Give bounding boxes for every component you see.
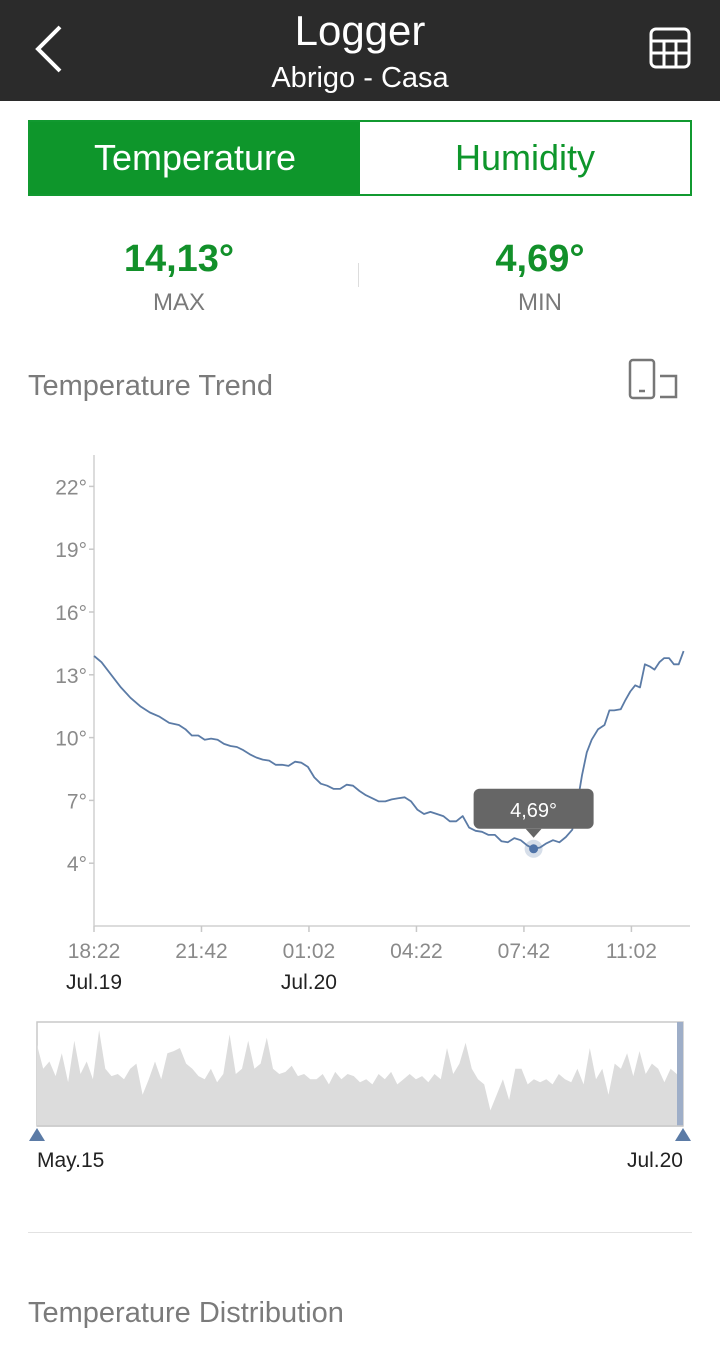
y-tick-label: 19° (55, 539, 87, 562)
selection-window (677, 1022, 683, 1126)
page-title: Logger (294, 7, 426, 54)
tab-humidity[interactable]: Humidity (360, 122, 690, 194)
temperature-trend-chart[interactable]: 22° 19° 16° 13° 10° 7° 4° 18:22 21:42 01:02 04:22 0… (0, 440, 720, 1000)
min-stat: 4,69° MIN (390, 236, 690, 318)
range-start-label: May.15 (37, 1149, 104, 1172)
highlight-point (529, 844, 539, 854)
x-tick-label: 07:42 (498, 940, 551, 963)
date-label: Jul.19 (66, 971, 122, 994)
y-tick-label: 10° (55, 728, 87, 751)
x-tick-label: 21:42 (175, 940, 228, 963)
app-header: Logger Abrigo - Casa (0, 0, 720, 101)
y-tick-label: 4° (67, 853, 87, 876)
range-overview-chart[interactable]: May.15 Jul.20 (0, 1015, 720, 1185)
temperature-series-line (93, 650, 685, 850)
rotate-screen-icon[interactable] (628, 358, 680, 402)
max-value: 14,13° (123, 238, 235, 280)
table-icon[interactable] (648, 26, 692, 70)
y-tick-label: 22° (55, 476, 87, 499)
max-label: MAX (152, 289, 205, 316)
x-tick-label: 04:22 (390, 940, 443, 963)
x-tick-label: 11:02 (606, 940, 657, 963)
tooltip-pointer (525, 828, 542, 838)
date-label: Jul.20 (281, 971, 337, 994)
tooltip-box (473, 788, 594, 829)
y-tick-label: 7° (67, 790, 87, 813)
x-tick-label: 18:22 (68, 940, 121, 963)
y-tick-label: 16° (55, 602, 87, 625)
range-start-handle[interactable] (29, 1128, 45, 1141)
max-stat: 14,13° MAX (29, 236, 329, 318)
range-end-handle[interactable] (675, 1128, 691, 1141)
min-label: MIN (518, 289, 562, 316)
range-end-label: Jul.20 (627, 1149, 683, 1172)
metric-tabs: Temperature Humidity (28, 120, 692, 196)
stats-divider (358, 263, 359, 287)
overview-area (37, 1030, 683, 1126)
chevron-left-icon[interactable] (30, 22, 70, 76)
trend-title: Temperature Trend (28, 370, 274, 402)
tooltip-text: 4,69° (510, 800, 557, 822)
y-tick-label: 13° (55, 665, 87, 688)
page-subtitle: Abrigo - Casa (271, 62, 449, 94)
min-value: 4,69° (495, 238, 585, 280)
x-tick-label: 01:02 (283, 940, 336, 963)
section-divider (28, 1232, 692, 1233)
distribution-title: Temperature Distribution (28, 1297, 344, 1329)
tab-temperature[interactable]: Temperature (30, 122, 360, 194)
